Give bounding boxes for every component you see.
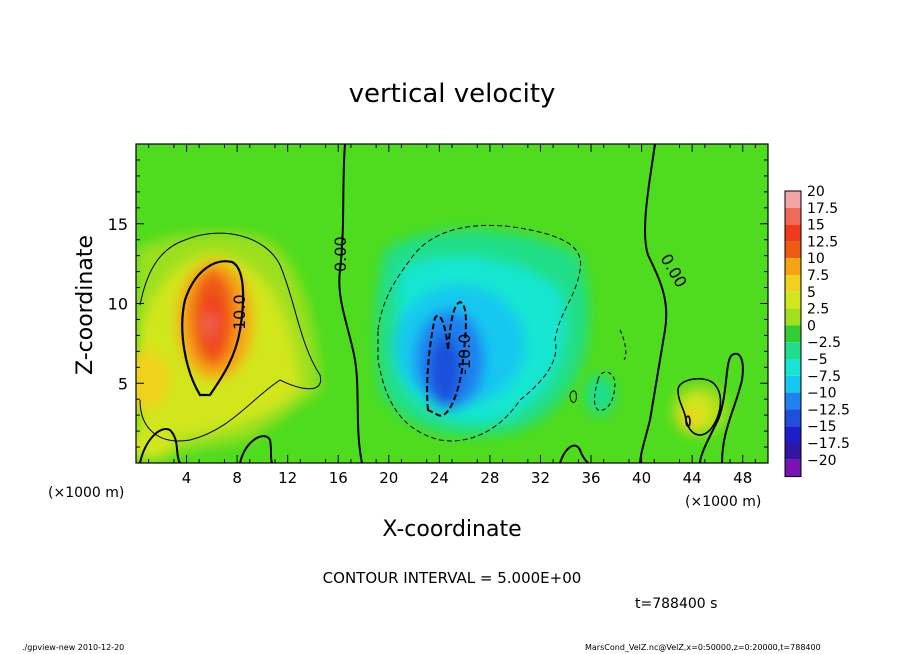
x-axis: 4 8 12 16 20 24 28 32 36 40 44 48 (148, 144, 756, 487)
x-tick-label: 44 (683, 469, 702, 487)
colorbar-label: −2.5 (807, 335, 841, 351)
contour-label-zero-left: 0.00 (331, 236, 350, 272)
contour-interval-text: CONTOUR INTERVAL = 5.000E+00 (323, 569, 582, 587)
y-axis: 5 10 15 (108, 159, 768, 448)
colorbar-label: −7.5 (807, 369, 841, 385)
colorbar-label: −5 (807, 352, 828, 368)
chart-title: vertical velocity (349, 79, 556, 109)
colorbar-label: −17.5 (807, 436, 850, 452)
colorbar-swatch (785, 342, 801, 359)
contour-label-ten: 10.0 (230, 294, 249, 330)
colorbar-swatch (785, 191, 801, 208)
footer-right: MarsCond_VelZ.nc@VelZ,x=0:50000,z=0:2000… (585, 643, 821, 652)
colorbar-swatch (785, 392, 801, 410)
colorbar-label: −20 (807, 453, 837, 469)
contour-label-minus-ten: -10.0 (455, 334, 474, 375)
colorbar-label: 20 (807, 184, 825, 200)
colorbar-swatch (785, 459, 801, 477)
x-tick-label: 20 (379, 469, 398, 487)
field-layer (136, 229, 728, 460)
plot-area: 0.00 10.0 -10.0 0.00 (136, 144, 768, 463)
zero-contour-right (639, 144, 668, 463)
zero-contour-left (338, 144, 363, 463)
colorbar-swatch (785, 409, 801, 427)
colorbar-swatch (785, 207, 801, 225)
contour-lines (139, 144, 744, 463)
colorbar-label: 12.5 (807, 234, 838, 250)
colorbar-swatch (785, 443, 801, 460)
y-tick-label: 15 (108, 215, 128, 234)
colorbar-label: −15 (807, 419, 837, 435)
x-tick-label: 12 (278, 469, 297, 487)
x-tick-label: 24 (430, 469, 449, 487)
colorbar-swatch (785, 359, 801, 376)
colorbar-label: 0 (807, 318, 816, 334)
colorbar-swatch (785, 291, 801, 309)
colorbar-label: −10 (807, 386, 837, 402)
colorbar-swatch (785, 258, 801, 275)
contour-10 (181, 260, 245, 397)
x-axis-label: X-coordinate (382, 517, 521, 542)
colorbar-swatch (785, 224, 801, 242)
x-tick-label: 4 (182, 469, 192, 487)
colorbar-label: 17.5 (807, 201, 838, 217)
x-tick-label: 36 (581, 469, 600, 487)
colorbar: 2017.51512.5107.552.50−2.5−5−7.5−10−12.5… (784, 184, 850, 478)
x-unit-right: (×1000 m) (685, 494, 761, 510)
x-tick-label: 48 (733, 469, 752, 487)
colorbar-label: 5 (807, 285, 816, 301)
x-tick-label: 16 (329, 469, 348, 487)
x-tick-label: 40 (632, 469, 651, 487)
x-tick-label: 8 (232, 469, 242, 487)
x-tick-label: 32 (531, 469, 550, 487)
colorbar-swatch (785, 426, 801, 443)
y-axis-label: Z-coordinate (73, 235, 98, 375)
footer-left: ./gpview-new 2010-12-20 (22, 643, 124, 652)
x-tick-label: 28 (480, 469, 499, 487)
colorbar-frame (784, 190, 802, 478)
y-tick-label: 5 (118, 374, 128, 393)
x-unit-left: (×1000 m) (48, 485, 124, 501)
colorbar-label: 2.5 (807, 302, 829, 318)
colorbar-label: −12.5 (807, 402, 850, 418)
colorbar-swatch (785, 241, 801, 259)
colorbar-label: 15 (807, 218, 825, 234)
colorbar-label: 7.5 (807, 268, 829, 284)
y-tick-label: 10 (108, 295, 128, 314)
time-text: t=788400 s (635, 596, 717, 612)
colorbar-swatch (785, 308, 801, 326)
colorbar-swatch (785, 375, 801, 393)
contour-minus10 (426, 300, 467, 417)
contour-labels: 0.00 10.0 -10.0 0.00 (230, 236, 691, 375)
colorbar-swatch (785, 275, 801, 292)
colorbar-swatch (785, 325, 801, 343)
colorbar-label: 10 (807, 251, 825, 267)
